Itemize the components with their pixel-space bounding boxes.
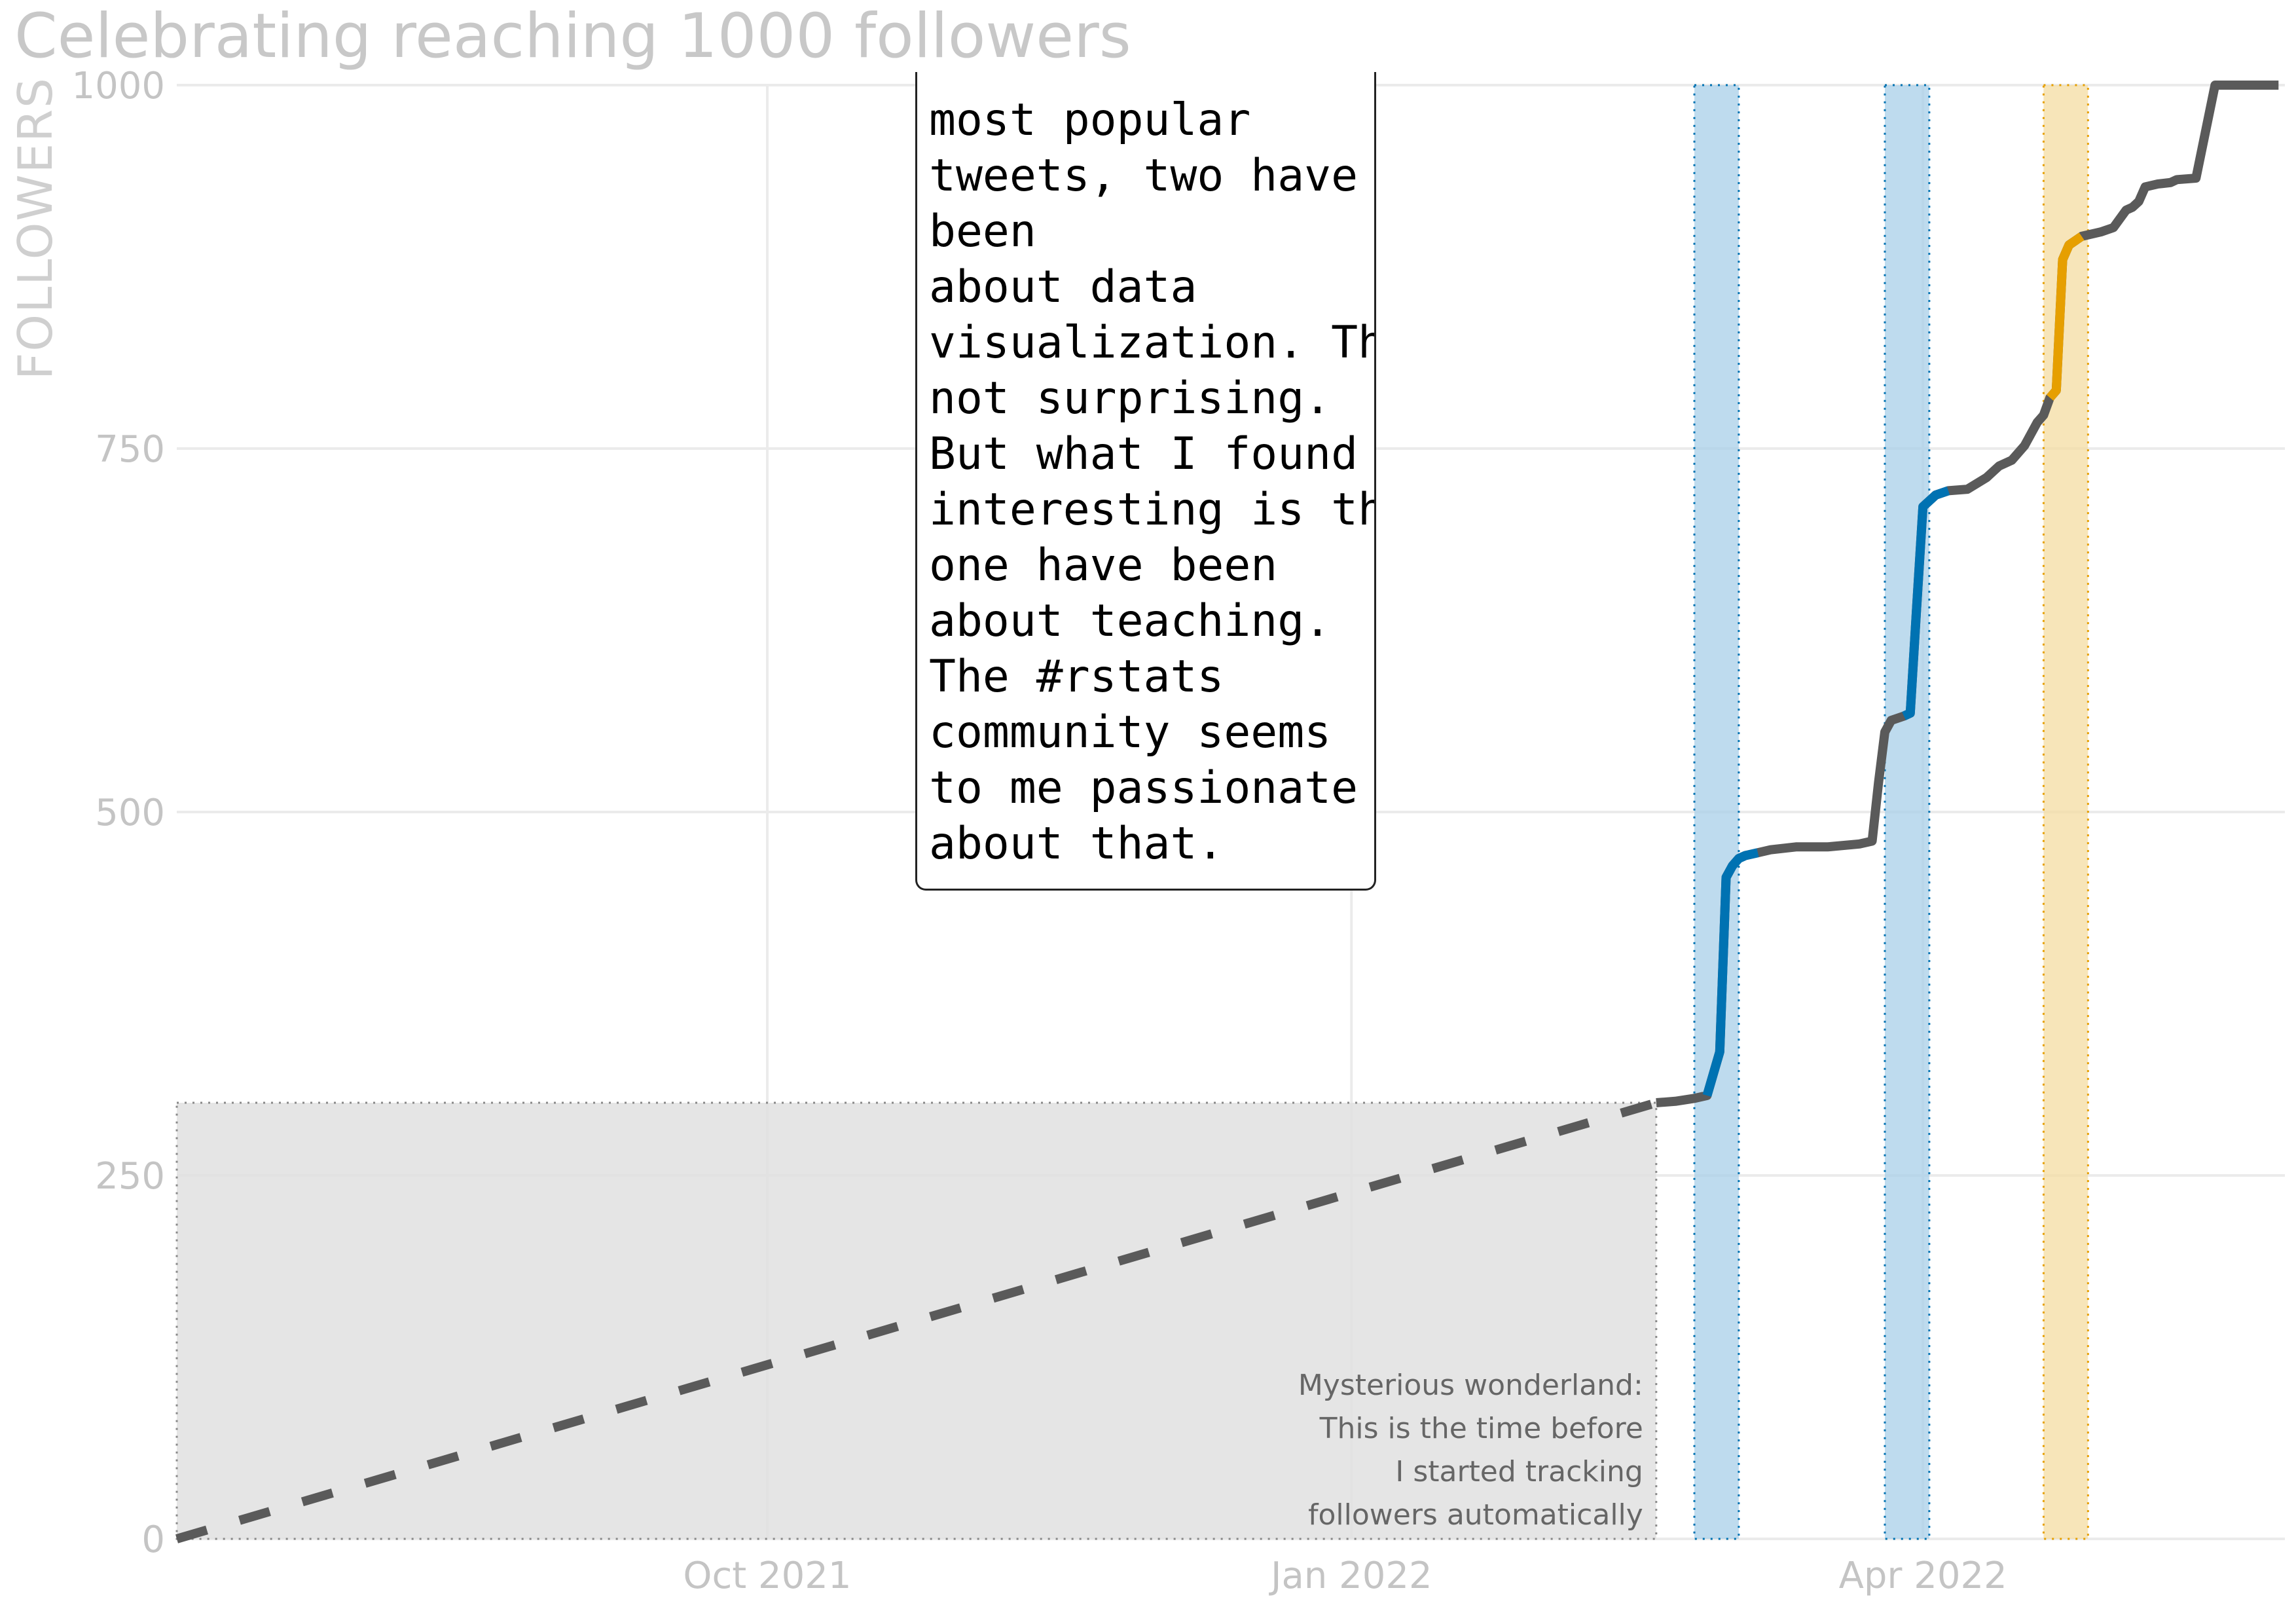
chart-title: Celebrating reaching 1000 followers (14, 1, 1131, 72)
region-note-line: Mysterious wonderland: (1298, 1369, 1643, 1402)
annotation-callout-text: most popular tweets, two have been about… (929, 94, 1374, 870)
region-note-line: I started tracking (1395, 1455, 1643, 1488)
annotation-callout-box: most popular tweets, two have been about… (915, 72, 1376, 891)
y-tick-label: 0 (141, 1519, 165, 1561)
region-note-line: followers automatically (1308, 1498, 1643, 1532)
highlight-band (1884, 84, 1931, 1540)
highlighted-segment (1702, 848, 1759, 1097)
tracked-series-line (1656, 81, 2279, 1107)
y-tick-label: 1000 (71, 65, 165, 107)
shaded-region (175, 1101, 1658, 1540)
y-tick-label: 750 (95, 428, 165, 471)
y-tick-label: 500 (95, 792, 165, 834)
highlight-band (1693, 84, 1740, 1540)
y-tick-label: 250 (95, 1155, 165, 1198)
highlight-band (2042, 84, 2089, 1540)
highlighted-segment (1902, 486, 1950, 720)
region-note-line: This is the time before (1319, 1412, 1643, 1445)
x-tick-label: Oct 2021 (683, 1555, 851, 1597)
highlighted-segment (2046, 232, 2085, 401)
x-tick-label: Jan 2022 (1269, 1555, 1432, 1597)
x-tick-label: Apr 2022 (1839, 1555, 2007, 1597)
